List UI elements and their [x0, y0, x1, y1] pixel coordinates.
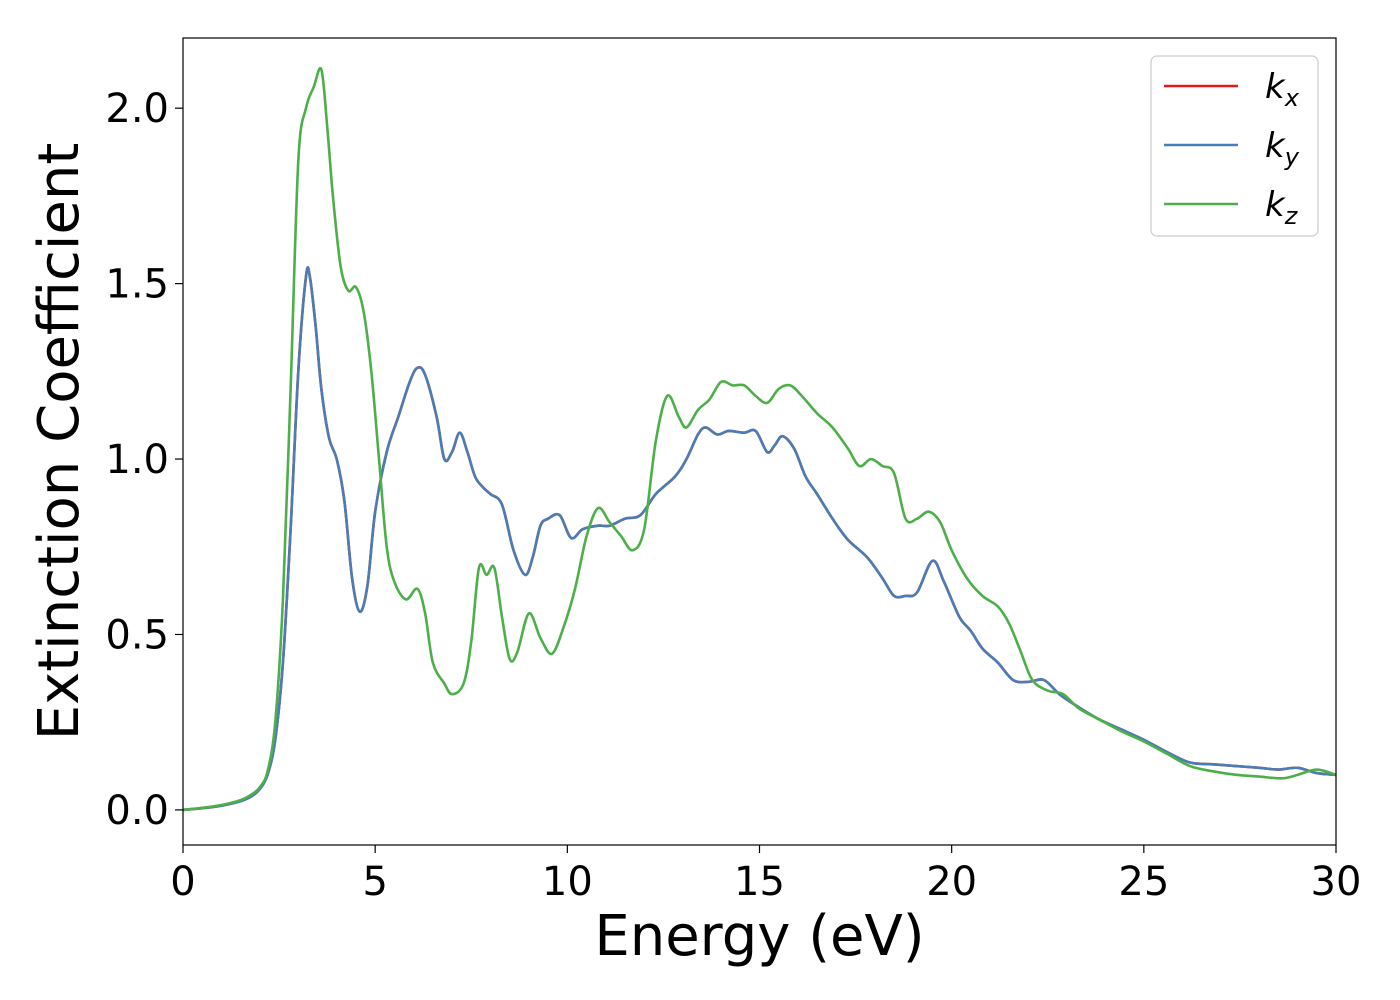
- x-axis-ticks: 0 5 10 15 20 25 30: [170, 845, 1361, 905]
- y-axis-label: Extinction Coefficient: [27, 143, 92, 741]
- y-tick-label: 2.0: [105, 86, 169, 132]
- x-tick-label: 20: [926, 859, 977, 905]
- x-tick-label: 25: [1118, 859, 1169, 905]
- x-tick-label: 5: [362, 859, 387, 905]
- x-axis-label: Energy (eV): [594, 904, 924, 969]
- x-tick-label: 30: [1311, 859, 1362, 905]
- x-tick-label: 15: [734, 859, 785, 905]
- y-tick-label: 0.5: [105, 612, 169, 658]
- legend-label: kx: [1265, 67, 1300, 112]
- legend-label: kz: [1265, 185, 1299, 230]
- legend-label: ky: [1265, 126, 1300, 171]
- x-tick-label: 0: [170, 859, 195, 905]
- x-tick-label: 10: [542, 859, 593, 905]
- y-tick-label: 0.0: [105, 788, 169, 834]
- legend: kx ky kz: [1150, 55, 1319, 237]
- legend-item-x: kx: [1164, 67, 1300, 112]
- legend-item-z: kz: [1164, 185, 1299, 230]
- legend-item-y: ky: [1164, 126, 1300, 171]
- series-layer: [183, 66, 1336, 812]
- series-line-y: [183, 266, 1336, 812]
- y-tick-label: 1.5: [105, 262, 169, 308]
- y-tick-label: 1.0: [105, 437, 169, 483]
- series-line-z: [183, 66, 1336, 812]
- y-axis-ticks: 0.0 0.5 1.0 1.5 2.0: [105, 86, 183, 834]
